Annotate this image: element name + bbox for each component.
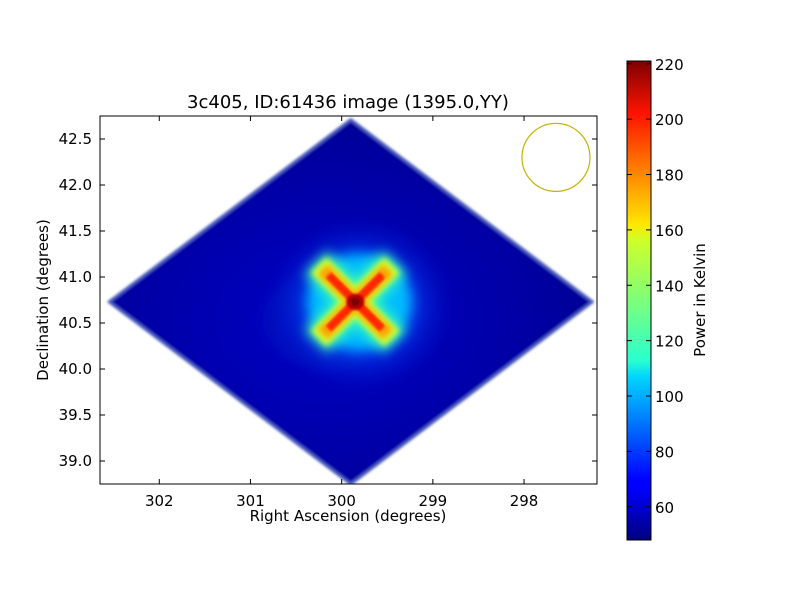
- y-tick-label: 42.0: [59, 176, 92, 194]
- colorbar-label: Power in Kelvin: [691, 243, 709, 357]
- colorbar-tick-label: 140: [655, 277, 684, 295]
- source-emission: [265, 216, 456, 393]
- colorbar-tick-label: 200: [655, 111, 684, 129]
- heatmap-image: [107, 118, 594, 484]
- x-tick-label: 302: [145, 492, 174, 510]
- colorbar-tick-label: 100: [655, 388, 684, 406]
- y-tick-label: 40.5: [59, 314, 92, 332]
- x-tick-label: 298: [510, 492, 539, 510]
- colorbar-tick-label: 80: [655, 443, 674, 461]
- colorbar-tick-label: 180: [655, 167, 684, 185]
- colorbar: [626, 60, 652, 541]
- y-tick-label: 40.0: [59, 360, 92, 378]
- colorbar-ticks: 60 80 100 120 140 160 180 200 220: [627, 56, 684, 517]
- x-axis: 302 301 300 299 298: [145, 116, 538, 510]
- y-tick-label: 42.5: [59, 130, 92, 148]
- y-tick-label: 41.5: [59, 222, 92, 240]
- colorbar-tick-label: 220: [655, 56, 684, 74]
- axes-frame: [99, 115, 598, 485]
- y-tick-label: 39.5: [59, 406, 92, 424]
- x-tick-label: 301: [236, 492, 265, 510]
- chart-title: 3c405, ID:61436 image (1395.0,YY): [187, 92, 509, 113]
- y-tick-label: 39.0: [59, 452, 92, 470]
- y-axis-label: Declination (degrees): [34, 219, 52, 381]
- colorbar-tick-label: 120: [655, 333, 684, 351]
- colorbar-tick-label: 160: [655, 222, 684, 240]
- y-axis: 39.0 39.5 40.0 40.5 41.0 41.5 42.0 42.5: [59, 130, 597, 470]
- x-tick-label: 299: [419, 492, 448, 510]
- y-tick-label: 41.0: [59, 268, 92, 286]
- x-tick-label: 300: [327, 492, 356, 510]
- colorbar-tick-label: 60: [655, 499, 674, 517]
- x-axis-label: Right Ascension (degrees): [250, 507, 447, 525]
- beam-circle: [521, 122, 591, 192]
